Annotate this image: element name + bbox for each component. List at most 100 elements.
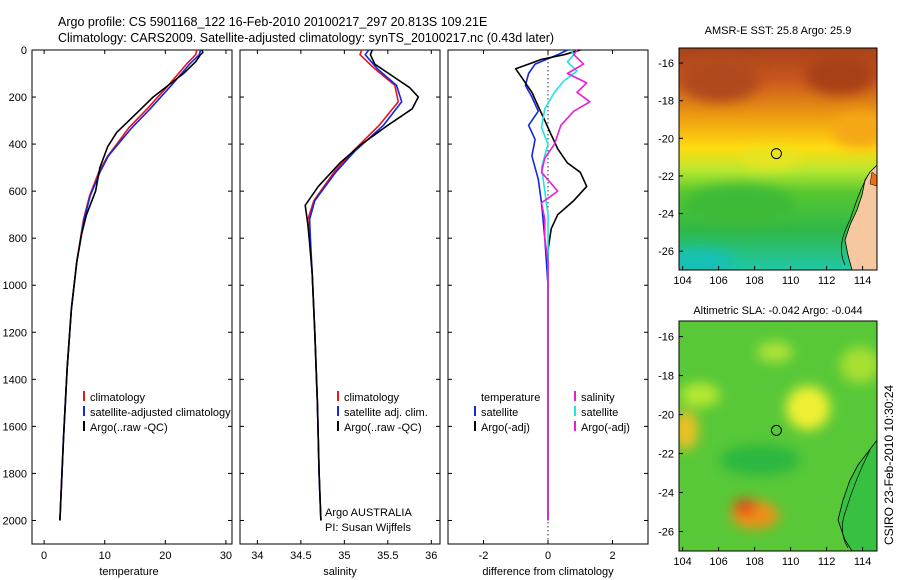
sla-high-patch [680, 383, 720, 407]
map-latitude-tick-label: -20 [658, 410, 674, 422]
series-line-argo-raw-qc [59, 49, 204, 521]
sla-map-panel: Altimetric SLA: -0.042 Argo: -0.044 104 1… [658, 305, 878, 568]
sla-high-patch [757, 342, 793, 362]
legend-title-temperature: temperature [481, 392, 540, 404]
legend-swatch-temp-argo [474, 421, 476, 431]
depth-y-tick-label: 400 [9, 139, 27, 151]
difference-series-group [514, 49, 591, 521]
sla-argo-position-marker [770, 424, 782, 436]
map-latitude-tick-label: -18 [658, 371, 674, 383]
salinity-x-tick-label: 34.5 [290, 550, 311, 562]
sla-land-australia [837, 439, 877, 551]
sst-map-frame [678, 47, 878, 271]
map-latitude-tick-label: -26 [658, 246, 674, 258]
map-latitude-tick-label: -24 [658, 209, 674, 221]
map-longitude-tick-label: 104 [673, 275, 691, 287]
legend-label-temp-argo: Argo(-adj) [481, 422, 530, 434]
temperature-x-tick-label: 20 [159, 550, 171, 562]
sst-green-patch [685, 185, 795, 225]
depth-y-tick-label: 1600 [3, 421, 27, 433]
sla-coastline-inner [842, 449, 871, 549]
legend-swatch-sal-argo [574, 421, 576, 431]
sst-map-title: AMSR-E SST: 25.8 Argo: 25.9 [705, 25, 852, 37]
legend-label-satellite-adj: satellite adj. clim. [344, 407, 428, 419]
difference-legend: temperature satellite Argo(-adj) salinit… [474, 391, 630, 434]
temperature-panel: 0 10 20 30 0 200 400 600 800 1000 1200 1400 1600 180… [3, 45, 233, 578]
sla-map-frame [678, 320, 878, 552]
legend-label-argo: Argo(..raw -QC) [344, 422, 422, 434]
depth-y-tick-label: 1200 [3, 327, 27, 339]
map-longitude-tick-label: 112 [818, 275, 836, 287]
legend-swatch-argo [337, 421, 339, 431]
map-latitude-tick-label: -16 [658, 332, 674, 344]
difference-x-tick-label: 2 [609, 550, 615, 562]
temperature-legend: climatology satellite-adjusted climatolo… [83, 391, 231, 434]
sst-warm-patch [805, 55, 875, 95]
sla-high-patch [840, 347, 877, 383]
legend-swatch-temp-satellite [474, 406, 476, 416]
temperature-x-tick-label: 0 [41, 550, 47, 562]
salinity-legend: climatology satellite adj. clim. Argo(..… [337, 391, 428, 434]
legend-label-sal-satellite: satellite [581, 407, 618, 419]
depth-y-tick-label: 800 [9, 233, 27, 245]
salinity-x-tick-label: 34 [251, 550, 263, 562]
salinity-plot-frame [239, 49, 441, 545]
map-longitude-tick-label: 110 [782, 275, 800, 287]
depth-y-tick-label: 2000 [3, 515, 27, 527]
annotation-argo-australia: Argo AUSTRALIA [325, 507, 412, 519]
sst-orange-patch [832, 112, 877, 148]
legend-label-satellite-adjusted: satellite-adjusted climatology [90, 407, 231, 419]
sla-map-title: Altimetric SLA: -0.042 Argo: -0.044 [693, 305, 862, 317]
difference-x-tick-label: -2 [479, 550, 489, 562]
depth-y-tick-label: 0 [21, 45, 27, 57]
legend-swatch-sal-satellite [574, 406, 576, 416]
temperature-plot-frame [31, 49, 233, 545]
legend-label-temp-satellite: satellite [481, 407, 518, 419]
depth-y-tick-label: 1000 [3, 280, 27, 292]
sla-high-patch [786, 386, 830, 430]
series-line-salinity-argo-adj [540, 49, 591, 521]
temperature-x-tick-label: 10 [99, 550, 111, 562]
map-latitude-tick-label: -20 [658, 133, 674, 145]
map-longitude-tick-label: 108 [745, 556, 763, 568]
sla-high-patch [733, 499, 757, 515]
header-line-2: Climatology: CARS2009. Satellite-adjuste… [58, 31, 554, 45]
map-latitude-tick-label: -16 [658, 58, 674, 70]
sst-warm-patch [680, 58, 760, 102]
series-line-argo-raw-qc [304, 49, 420, 521]
sla-high-patch [679, 410, 698, 450]
map-longitude-tick-label: 110 [782, 556, 800, 568]
salinity-series-group [304, 49, 420, 521]
legend-title-salinity: salinity [581, 392, 615, 404]
legend-label-climatology: climatology [344, 392, 400, 404]
salinity-x-tick-label: 36 [425, 550, 437, 562]
map-latitude-tick-label: -18 [658, 96, 674, 108]
difference-x-tick-label: 0 [545, 550, 551, 562]
legend-label-climatology: climatology [90, 392, 146, 404]
depth-y-tick-label: 600 [9, 186, 27, 198]
sst-map-panel: AMSR-E SST: 25.8 Argo: 25.9 104 106 108 110… [658, 25, 878, 287]
depth-y-tick-label: 200 [9, 92, 27, 104]
series-line-temperature-argo-adj [514, 49, 588, 521]
map-latitude-tick-label: -24 [658, 488, 674, 500]
legend-label-argo: Argo(..raw -QC) [90, 422, 168, 434]
legend-swatch-climatology [337, 391, 339, 401]
legend-swatch-satellite-adj [337, 406, 339, 416]
depth-y-tick-label: 1800 [3, 468, 27, 480]
map-latitude-tick-label: -22 [658, 449, 674, 461]
depth-y-tick-label: 1400 [3, 374, 27, 386]
series-line-temperature-satellite [524, 49, 568, 521]
map-latitude-tick-label: -26 [658, 527, 674, 539]
map-longitude-tick-label: 114 [854, 556, 872, 568]
salinity-x-tick-label: 35 [338, 550, 350, 562]
annotation-pi-name: PI: Susan Wijffels [325, 522, 411, 534]
map-longitude-tick-label: 112 [818, 556, 836, 568]
series-line-salinity-satellite [540, 49, 578, 521]
map-longitude-tick-label: 104 [673, 556, 691, 568]
legend-swatch-argo [83, 421, 85, 431]
sla-low-patch [720, 445, 800, 475]
map-longitude-tick-label: 106 [709, 556, 727, 568]
difference-panel: -2 0 2 difference from climatology tempera… [447, 49, 649, 578]
map-latitude-tick-label: -22 [658, 171, 674, 183]
legend-swatch-sal-title [574, 391, 576, 401]
